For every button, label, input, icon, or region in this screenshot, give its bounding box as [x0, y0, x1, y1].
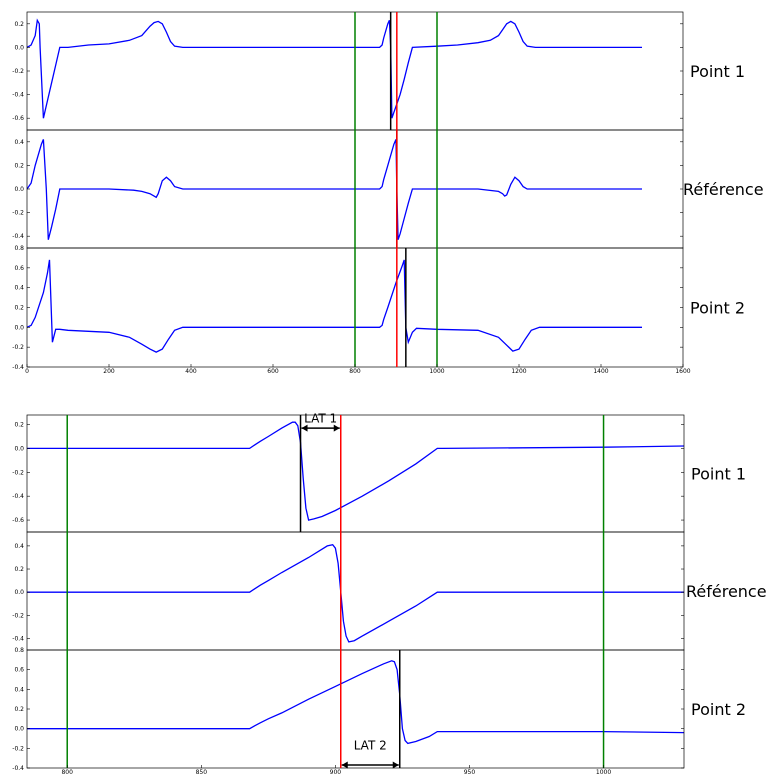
figure-zoom: -0.6 -0.4 -0.2 0.0 0.2 Point 1 -0.4 -0.2 0.0 0.2 0…: [12, 412, 766, 774]
x-tick-label: 800: [61, 769, 73, 774]
signal-line: [27, 421, 684, 521]
signal-line: [27, 139, 642, 240]
x-tick-label: 900: [330, 769, 342, 774]
y-tick-label: 0.6: [14, 265, 24, 272]
row-label: Point 1: [691, 465, 746, 484]
lat-arrow-head-right: [392, 761, 399, 769]
y-tick-label: -0.6: [12, 517, 24, 524]
y-tick-label: -0.4: [12, 364, 24, 371]
y-tick-label: -0.2: [12, 68, 24, 75]
y-tick-label: 0.0: [14, 186, 24, 193]
y-tick-label: 0.8: [14, 245, 24, 252]
y-tick-label: 0.2: [14, 706, 24, 713]
lat-annotation: LAT 2: [341, 738, 399, 769]
signal-line: [27, 543, 684, 643]
y-tick-label: 0.0: [14, 44, 24, 51]
signal-line: [27, 259, 642, 353]
lat-arrow-head-left: [341, 761, 348, 769]
x-tick-label: 200: [103, 368, 115, 375]
y-tick-label: 0.6: [14, 667, 24, 674]
x-tick-label: 950: [464, 769, 476, 774]
x-tick-label: 1400: [593, 368, 608, 375]
x-tick-label: 850: [196, 769, 208, 774]
y-tick-label: -0.2: [12, 210, 24, 217]
panel-1-2: -0.4 -0.2 0.0 0.2 0.4 0.6 0.8 Point 2: [12, 647, 746, 772]
panel-1-1: -0.4 -0.2 0.0 0.2 0.4 Référence: [12, 531, 767, 651]
y-tick-label: 0.8: [14, 647, 24, 654]
x-tick-label: 1200: [511, 368, 526, 375]
x-tick-label: 800: [349, 368, 361, 375]
y-tick-label: 0.0: [14, 589, 24, 596]
y-tick-label: -0.4: [12, 635, 24, 642]
row-label: Point 2: [691, 700, 746, 719]
panel-0-2: -0.4 -0.2 0.0 0.2 0.4 0.6 0.8 Point 2: [12, 245, 745, 371]
y-tick-label: -0.2: [12, 344, 24, 351]
y-tick-label: -0.2: [12, 745, 24, 752]
row-label: Référence: [683, 180, 764, 199]
y-tick-label: -0.4: [12, 493, 24, 500]
y-tick-label: -0.2: [12, 469, 24, 476]
panel-frame: [26, 649, 685, 769]
panel-0-0: -0.6 -0.4 -0.2 0.0 0.2 Point 1: [12, 11, 745, 131]
panel-frame: [26, 414, 685, 533]
x-tick-label: 0: [25, 368, 29, 375]
lat-label: LAT 1: [304, 412, 337, 426]
y-tick-label: 0.2: [14, 21, 24, 28]
y-tick-label: -0.4: [12, 765, 24, 772]
y-tick-label: -0.6: [12, 115, 24, 122]
lat-arrow-head-right: [333, 424, 340, 432]
lat-label: LAT 2: [354, 738, 387, 752]
y-tick-label: 0.2: [14, 422, 24, 429]
x-tick-label: 400: [185, 368, 197, 375]
lat-arrow-head-left: [301, 424, 308, 432]
lat-annotation: LAT 1: [301, 412, 340, 432]
y-tick-label: 0.4: [14, 139, 24, 146]
signal-line: [27, 18, 642, 119]
y-tick-label: 0.4: [14, 285, 24, 292]
x-tick-label: 1000: [596, 769, 611, 774]
y-tick-label: -0.4: [12, 233, 24, 240]
y-tick-label: 0.0: [14, 324, 24, 331]
y-tick-label: 0.4: [14, 543, 24, 550]
y-tick-label: 0.0: [14, 445, 24, 452]
y-tick-label: 0.4: [14, 686, 24, 693]
panel-frame: [26, 531, 685, 651]
x-tick-label: 1600: [675, 368, 690, 375]
x-tick-label: 600: [267, 368, 279, 375]
panel-1-0: -0.6 -0.4 -0.2 0.0 0.2 Point 1: [12, 414, 746, 533]
y-tick-label: -0.2: [12, 612, 24, 619]
row-label: Point 1: [690, 62, 745, 81]
signal-line: [27, 660, 684, 745]
y-tick-label: 0.2: [14, 162, 24, 169]
y-tick-label: 0.0: [14, 726, 24, 733]
x-tick-label: 1000: [429, 368, 444, 375]
panel-0-1: -0.4 -0.2 0.0 0.2 0.4 Référence: [12, 129, 764, 249]
figure-overview: -0.6 -0.4 -0.2 0.0 0.2 Point 1 -0.4 -0.2 0.0 0.2 0…: [12, 11, 764, 375]
y-tick-label: 0.2: [14, 566, 24, 573]
y-tick-label: 0.2: [14, 305, 24, 312]
row-label: Point 2: [690, 299, 745, 318]
row-label: Référence: [686, 582, 767, 601]
y-tick-label: -0.4: [12, 92, 24, 99]
